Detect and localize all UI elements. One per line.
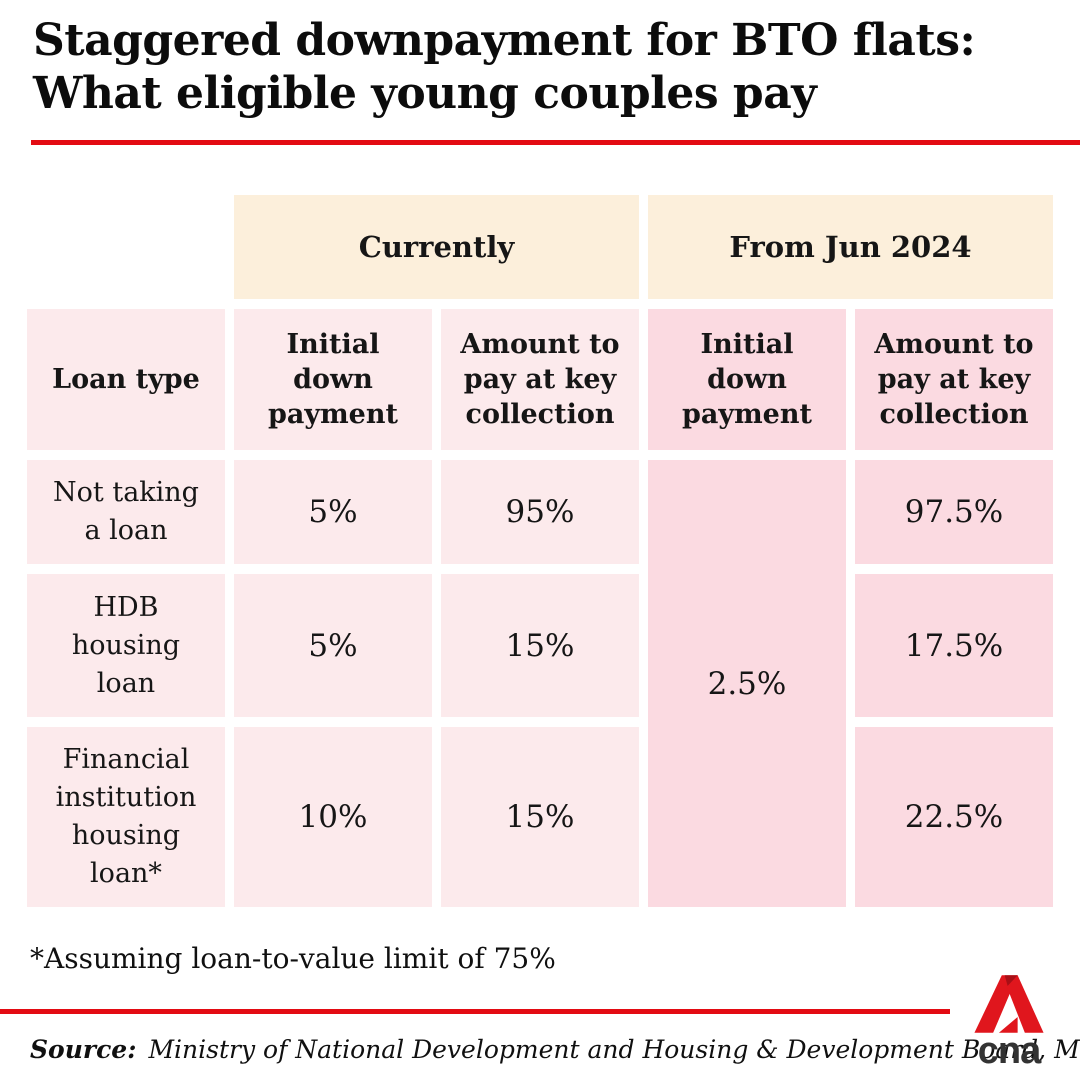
- cell-current-key-row-2: 15%: [441, 727, 639, 907]
- column-header-current-initial-down: Initial down payment: [234, 309, 432, 450]
- column-header-future-key-collection: Amount to pay at key collection: [855, 309, 1053, 450]
- group-header-from-jun-2024: From Jun 2024: [648, 195, 1053, 299]
- cell-current-initial-row-2: 10%: [234, 727, 432, 907]
- row-label-hdb-housing-loan: HDB housing loan: [27, 574, 225, 717]
- source-divider-rule: [0, 1009, 950, 1014]
- downpayment-table: Currently From Jun 2024 Loan type Initia…: [27, 195, 1053, 907]
- cell-future-key-row-0: 97.5%: [855, 460, 1053, 564]
- cell-future-key-row-2: 22.5%: [855, 727, 1053, 907]
- title-divider-rule: [31, 140, 1080, 145]
- cell-current-initial-row-1: 5%: [234, 574, 432, 717]
- source-line: Source: Ministry of National Development …: [30, 1035, 1080, 1064]
- cell-current-key-row-0: 95%: [441, 460, 639, 564]
- cell-future-initial-down-merged: 2.5%: [648, 460, 846, 907]
- page-title-line-1: Staggered downpayment for BTO flats:: [33, 15, 976, 66]
- cna-logo: cna: [964, 974, 1054, 1072]
- source-text: Ministry of National Development and Hou…: [148, 1035, 1080, 1064]
- column-header-loan-type: Loan type: [27, 309, 225, 450]
- cna-logo-wordmark: cna: [977, 1030, 1041, 1072]
- cell-current-initial-row-0: 5%: [234, 460, 432, 564]
- row-label-not-taking-a-loan: Not taking a loan: [27, 460, 225, 564]
- footnote: *Assuming loan-to-value limit of 75%: [30, 942, 556, 975]
- column-header-current-key-collection: Amount to pay at key collection: [441, 309, 639, 450]
- row-label-financial-institution-housing-loan: Financial institution housing loan*: [27, 727, 225, 907]
- cna-logo-icon: [974, 975, 1044, 1033]
- source-label: Source:: [30, 1035, 137, 1064]
- column-header-future-initial-down: Initial down payment: [648, 309, 846, 450]
- cell-future-key-row-1: 17.5%: [855, 574, 1053, 717]
- page-title: Staggered downpayment for BTO flats: Wha…: [0, 0, 1080, 120]
- group-header-currently: Currently: [234, 195, 639, 299]
- page-title-line-2: What eligible young couples pay: [33, 68, 817, 119]
- cell-current-key-row-1: 15%: [441, 574, 639, 717]
